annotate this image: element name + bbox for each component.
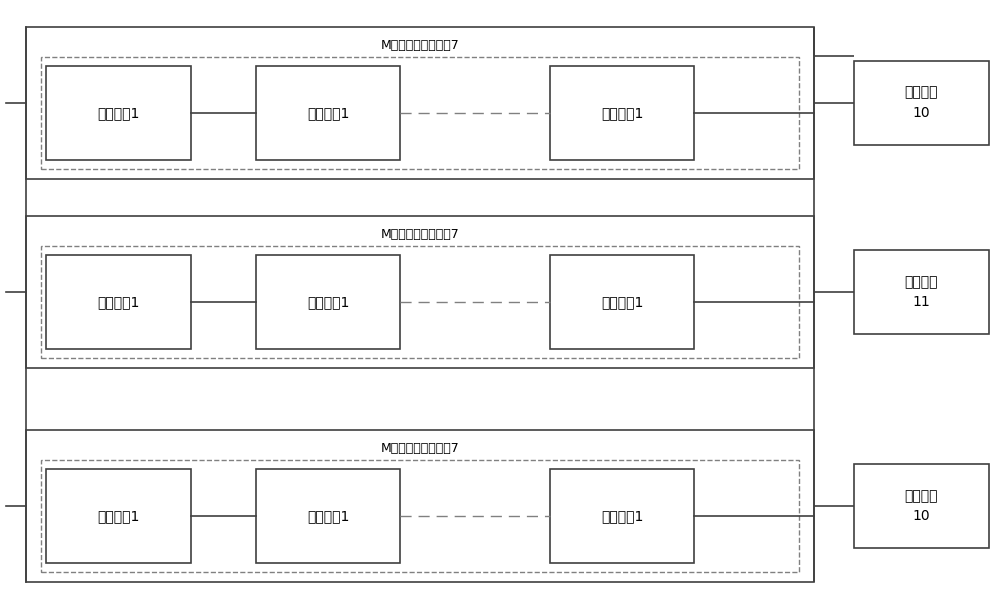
Bar [46, 469, 191, 563]
Text: M个组件组光伏小组7: M个组件组光伏小组7 [381, 39, 460, 52]
Text: 路由节点
11: 路由节点 11 [905, 275, 938, 309]
Bar [550, 254, 694, 349]
Bar [256, 254, 400, 349]
Bar [46, 66, 191, 160]
Text: 光伏组件1: 光伏组件1 [307, 106, 349, 120]
Bar [550, 469, 694, 563]
Bar [41, 460, 799, 572]
Text: 终端节点
10: 终端节点 10 [905, 86, 938, 120]
Text: 光伏组件1: 光伏组件1 [601, 295, 643, 309]
Bar [26, 431, 814, 582]
Text: 终端节点
10: 终端节点 10 [905, 489, 938, 523]
Bar [256, 66, 400, 160]
Text: M个组件组光伏小组7: M个组件组光伏小组7 [381, 442, 460, 455]
Text: 光伏组件1: 光伏组件1 [97, 106, 140, 120]
Bar [41, 246, 799, 358]
Text: 光伏组件1: 光伏组件1 [601, 106, 643, 120]
Bar [550, 66, 694, 160]
Text: M个组件组光伏小组7: M个组件组光伏小组7 [381, 229, 460, 241]
Text: 光伏组件1: 光伏组件1 [307, 509, 349, 523]
Bar [46, 254, 191, 349]
Text: 光伏组件1: 光伏组件1 [601, 509, 643, 523]
Bar [854, 61, 989, 145]
Text: 光伏组件1: 光伏组件1 [307, 295, 349, 309]
Bar [26, 216, 814, 368]
Bar [26, 27, 814, 178]
Bar [256, 469, 400, 563]
Bar [854, 250, 989, 334]
Text: 光伏组件1: 光伏组件1 [97, 509, 140, 523]
Bar [854, 464, 989, 548]
Bar [41, 57, 799, 169]
Text: 光伏组件1: 光伏组件1 [97, 295, 140, 309]
